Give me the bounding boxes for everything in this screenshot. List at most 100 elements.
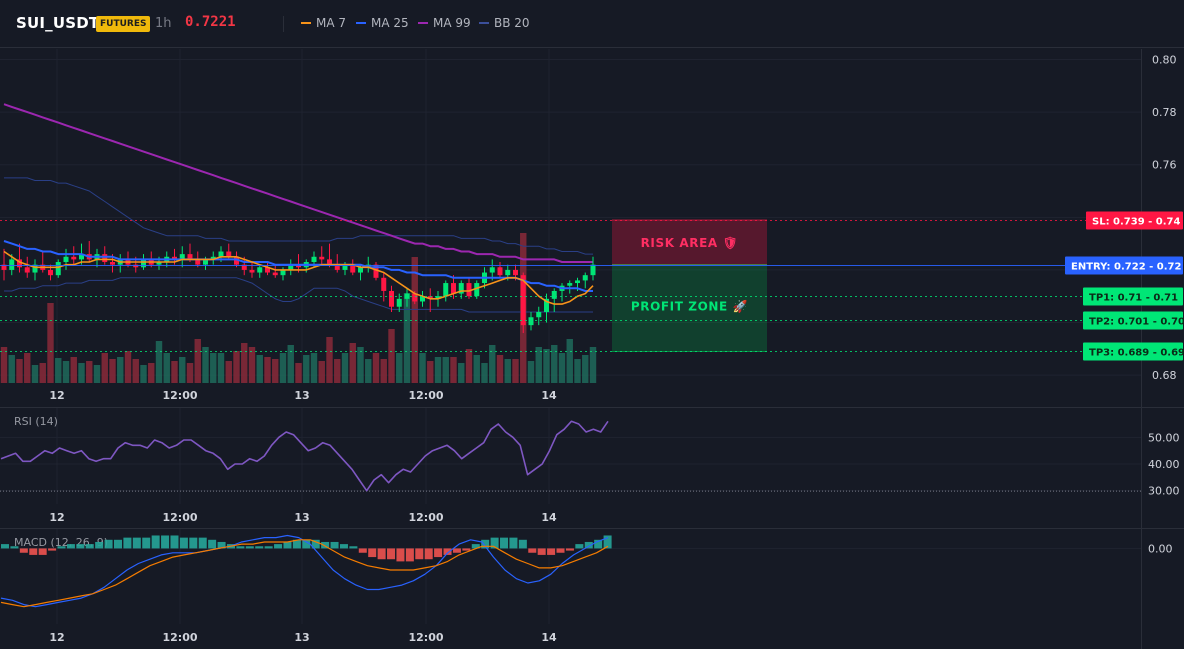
candle-body bbox=[110, 262, 115, 265]
time-tick-label: 12:00 bbox=[408, 511, 443, 524]
candle-body bbox=[358, 267, 363, 273]
rsi-tick-label: 40.00 bbox=[1148, 458, 1180, 471]
volume-bar bbox=[558, 353, 566, 383]
macd-histogram-bar bbox=[264, 546, 273, 549]
macd-histogram-bar bbox=[142, 537, 151, 549]
macd-histogram-bar bbox=[283, 541, 292, 549]
volume-bar bbox=[442, 357, 449, 383]
time-tick-label: 14 bbox=[541, 631, 557, 644]
time-tick-label: 13 bbox=[294, 389, 309, 402]
ma7-line bbox=[3, 250, 594, 305]
volume-bar bbox=[349, 343, 356, 383]
level-tag-text-sl: SL: 0.739 - 0.74 bbox=[1092, 217, 1181, 228]
candle-body bbox=[319, 256, 325, 260]
candle-body bbox=[474, 283, 480, 297]
candle-body bbox=[195, 259, 201, 265]
macd-histogram-bar bbox=[189, 537, 198, 549]
risk-area-zone bbox=[612, 219, 767, 265]
candle-body bbox=[179, 254, 185, 260]
time-tick-label: 13 bbox=[294, 511, 309, 524]
volume-bar bbox=[148, 363, 155, 383]
legend-swatch-bb20 bbox=[479, 22, 489, 24]
volume-bar bbox=[0, 347, 8, 383]
macd-histogram-bar bbox=[330, 541, 339, 549]
candle-body bbox=[311, 256, 317, 263]
rsi-title: RSI (14) bbox=[14, 415, 58, 428]
legend-label-ma25: MA 25 bbox=[371, 16, 409, 30]
macd-histogram-bar bbox=[292, 539, 301, 549]
macd-histogram-bar bbox=[104, 539, 113, 549]
volume-bar bbox=[217, 353, 225, 383]
macd-histogram-bar bbox=[302, 539, 311, 549]
volume-bar bbox=[566, 339, 573, 383]
bollinger-lower-line bbox=[4, 277, 593, 313]
macd-histogram-bar bbox=[123, 537, 132, 549]
rsi-pane: RSI (14) bbox=[0, 415, 1141, 492]
macd-histogram-bar bbox=[358, 548, 367, 553]
legend-bb20[interactable]: BB 20 bbox=[479, 16, 530, 30]
bollinger-upper-line bbox=[4, 177, 593, 255]
macd-histogram-bar bbox=[38, 548, 47, 555]
macd-pane: MACD (12, 26, 9) bbox=[0, 534, 612, 608]
price-tick-label: 0.80 bbox=[1152, 54, 1177, 67]
macd-histogram-bar bbox=[321, 541, 330, 549]
candle-body bbox=[575, 280, 580, 284]
macd-histogram-bar bbox=[132, 537, 141, 549]
candle-body bbox=[427, 296, 433, 299]
time-tick-label: 12 bbox=[49, 631, 64, 644]
macd-histogram-bar bbox=[500, 537, 509, 549]
macd-histogram-bar bbox=[151, 535, 160, 549]
candle-body bbox=[489, 267, 495, 273]
volume-bar bbox=[210, 353, 217, 383]
macd-histogram-bar bbox=[245, 546, 254, 549]
ma99-line bbox=[3, 103, 593, 263]
rsi-tick-label: 30.00 bbox=[1148, 485, 1180, 498]
candle-body bbox=[451, 283, 456, 294]
macd-histogram-bar bbox=[537, 548, 546, 555]
volume-bar bbox=[357, 347, 364, 383]
volume-bar bbox=[543, 349, 550, 383]
macd-histogram-bar bbox=[443, 548, 452, 555]
macd-histogram-bar bbox=[471, 544, 480, 549]
volume-bar bbox=[303, 355, 310, 383]
level-tag-tp2 bbox=[1083, 311, 1183, 330]
candle-body bbox=[544, 298, 549, 312]
candle-body bbox=[551, 290, 557, 299]
candle-body bbox=[412, 293, 418, 302]
macd-histogram-bar bbox=[95, 541, 104, 549]
candle-body bbox=[102, 254, 108, 263]
last-price: 0.7221 bbox=[185, 14, 236, 30]
volume-bar bbox=[427, 361, 434, 383]
legend-ma25[interactable]: MA 25 bbox=[356, 16, 409, 30]
volume-bar bbox=[233, 351, 240, 383]
volume-bar bbox=[202, 347, 209, 383]
legend-ma7[interactable]: MA 7 bbox=[301, 16, 346, 30]
time-tick-label: 12:00 bbox=[162, 389, 197, 402]
candle-body bbox=[249, 269, 255, 273]
macd-histogram-bar bbox=[349, 546, 358, 549]
ma25-line bbox=[3, 240, 593, 292]
timeframe-selector[interactable]: 1h bbox=[155, 16, 172, 31]
macd-histogram-bar bbox=[490, 537, 499, 549]
macd-histogram-bar bbox=[311, 539, 320, 549]
volume-bar bbox=[403, 293, 411, 383]
macd-histogram-bar bbox=[462, 548, 471, 551]
volume-bar bbox=[248, 347, 256, 383]
symbol-name[interactable]: SUI_USDT bbox=[16, 14, 100, 32]
legend-ma99[interactable]: MA 99 bbox=[418, 16, 471, 30]
volume-bar bbox=[334, 359, 341, 383]
volume-bar bbox=[295, 363, 302, 383]
macd-histogram-bar bbox=[584, 541, 593, 549]
volume-bar bbox=[527, 361, 535, 383]
volume-bar bbox=[39, 363, 46, 383]
volume-bar bbox=[62, 361, 70, 383]
candle-body bbox=[55, 262, 61, 276]
candle-body bbox=[435, 296, 441, 299]
price-pane: RISK AREA 🛡 PROFIT ZONE 🚀 bbox=[0, 103, 1141, 383]
candle-body bbox=[257, 267, 263, 273]
volume-bar bbox=[582, 355, 589, 383]
candle-body bbox=[63, 256, 69, 263]
macd-histogram-bar bbox=[509, 537, 518, 549]
volume-bar bbox=[450, 357, 457, 383]
